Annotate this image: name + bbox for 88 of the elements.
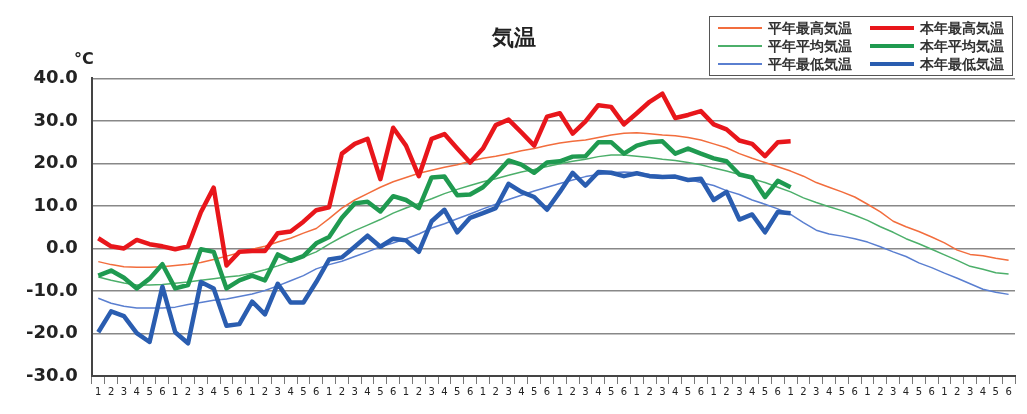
x-tick-label: 3 (582, 385, 589, 397)
y-tick-label: -30.0 (25, 363, 78, 385)
x-tick-label: 2 (723, 385, 730, 397)
x-tick-label: 3 (966, 385, 974, 397)
x-tick-label: 4 (518, 385, 525, 397)
x-tick-label: 3 (890, 385, 897, 397)
x-tick-label: 1 (710, 385, 717, 397)
x-tick-label: 4 (595, 385, 602, 397)
x-tick-label: 1 (556, 385, 564, 397)
x-tick-label: 4 (364, 385, 371, 397)
x-tick-label: 2 (261, 385, 269, 397)
x-tick-label: 2 (338, 385, 346, 397)
x-tick-label: 5 (684, 385, 692, 397)
x-tick-label: 2 (415, 385, 423, 397)
x-tick-label: 4 (825, 385, 833, 397)
legend-label: 本年最高気温 (920, 19, 1004, 37)
y-tick-label: -20.0 (25, 321, 78, 343)
y-tick-label: 0.0 (45, 236, 78, 258)
x-tick-label: 1 (787, 385, 794, 397)
x-tick-label: 5 (146, 385, 153, 397)
y-axis-title: °C (74, 49, 94, 69)
x-tick-label: 5 (454, 385, 461, 397)
x-tick-label: 6 (236, 385, 243, 397)
x-tick-label: 6 (159, 385, 166, 397)
x-tick-label: 4 (210, 385, 217, 397)
x-tick-label: 6 (697, 385, 705, 397)
x-tick-label: 6 (774, 385, 781, 397)
x-tick-label: 1 (172, 385, 179, 397)
y-tick-label: 20.0 (33, 151, 78, 173)
y-tick-label: 10.0 (33, 193, 78, 215)
x-tick-label: 1 (479, 385, 487, 397)
x-tick-label: 3 (736, 385, 743, 397)
y-tick-label: 40.0 (33, 66, 78, 88)
x-tick-label: 3 (505, 385, 512, 397)
x-tick-label: 3 (428, 385, 435, 397)
x-tick-label: 1 (248, 385, 256, 397)
x-tick-label: 6 (313, 385, 320, 397)
legend-label: 平年最低気温 (768, 55, 852, 73)
x-tick-label: 3 (197, 385, 205, 397)
x-tick-label: 4 (672, 385, 679, 397)
x-tick-label: 5 (607, 385, 615, 397)
legend-label: 平年最高気温 (768, 19, 852, 37)
x-tick-label: 3 (351, 385, 358, 397)
chart-title: 気温 (490, 24, 536, 50)
legend-label: 本年最低気温 (920, 55, 1004, 73)
x-tick-label: 5 (838, 385, 846, 397)
x-tick-label: 6 (928, 385, 935, 397)
x-tick-label: 6 (466, 385, 474, 397)
x-tick-label: 3 (813, 385, 820, 397)
x-tick-label: 2 (954, 385, 961, 397)
x-tick-label: 2 (877, 385, 884, 397)
x-tick-label: 1 (402, 385, 410, 397)
x-tick-label: 5 (377, 385, 384, 397)
x-tick-label: 6 (389, 385, 397, 397)
x-tick-label: 6 (851, 385, 858, 397)
y-tick-label: 30.0 (33, 108, 78, 130)
x-tick-label: 2 (492, 385, 499, 397)
x-tick-label: 1 (941, 385, 948, 397)
x-tick-label: 1 (325, 385, 333, 397)
x-tick-label: 2 (569, 385, 576, 397)
x-tick-label: 2 (800, 385, 807, 397)
x-tick-label: 5 (915, 385, 923, 397)
x-tick-label: 3 (274, 385, 281, 397)
x-tick-label: 2 (107, 385, 115, 397)
x-tick-label: 6 (543, 385, 551, 397)
x-tick-label: 4 (902, 385, 910, 397)
x-tick-label: 2 (184, 385, 192, 397)
x-tick-label: 5 (531, 385, 538, 397)
x-tick-label: 1 (633, 385, 640, 397)
x-tick-label: 1 (864, 385, 871, 397)
x-tick-label: 2 (646, 385, 653, 397)
x-tick-label: 5 (761, 385, 769, 397)
x-tick-label: 4 (748, 385, 756, 397)
x-tick-label: 3 (120, 385, 128, 397)
x-tick-label: 4 (441, 385, 448, 397)
x-tick-label: 4 (133, 385, 140, 397)
x-tick-label: 1 (95, 385, 102, 397)
x-tick-label: 3 (659, 385, 666, 397)
x-tick-label: 4 (287, 385, 294, 397)
x-tick-label: 5 (223, 385, 230, 397)
x-tick-label: 6 (620, 385, 628, 397)
x-tick-label: 6 (1005, 385, 1012, 397)
x-tick-label: 5 (992, 385, 999, 397)
x-tick-label: 5 (300, 385, 307, 397)
y-tick-label: -10.0 (25, 278, 78, 300)
legend-label: 平年平均気温 (768, 37, 852, 55)
legend-label: 本年平均気温 (920, 37, 1004, 55)
x-tick-label: 4 (979, 385, 987, 397)
